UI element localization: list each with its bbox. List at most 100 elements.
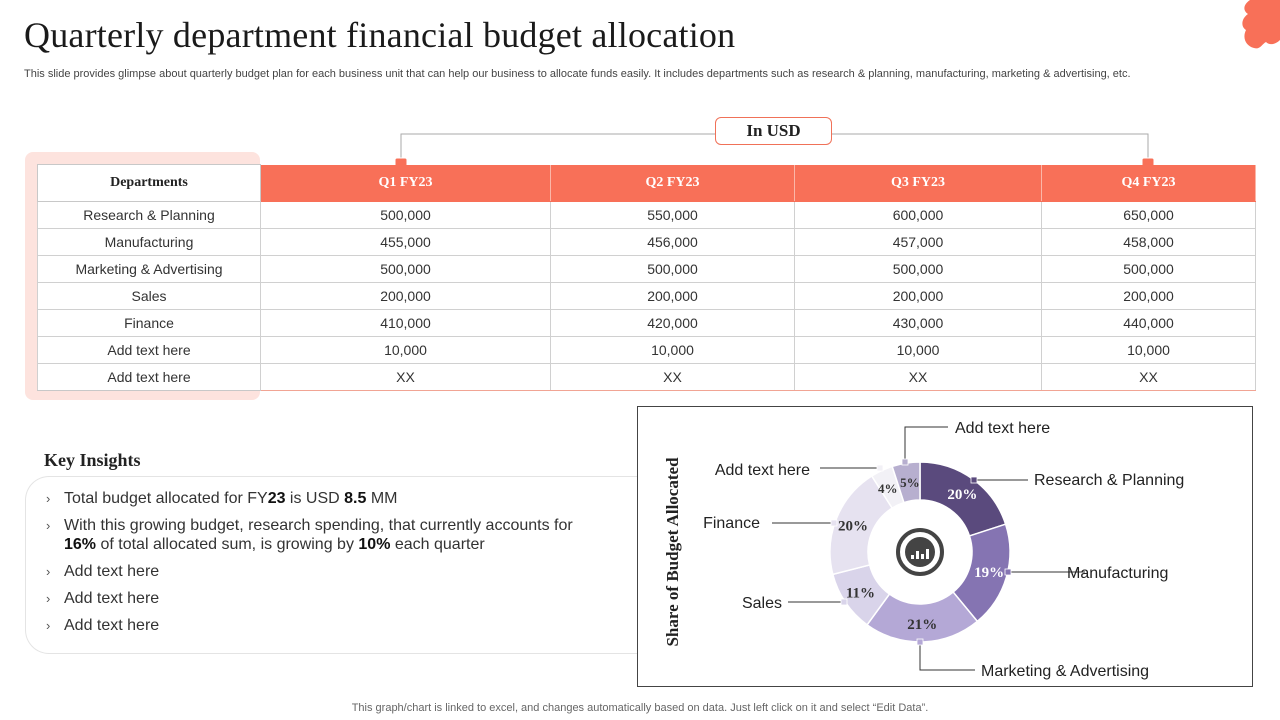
budget-cell: 455,000 <box>260 228 551 256</box>
insight-text: 10% <box>358 536 391 553</box>
footer-note: This graph/chart is linked to excel, and… <box>351 702 929 714</box>
budget-cell: 10,000 <box>260 336 551 364</box>
table-row: Research & Planning 500,000 550,000 600,000… <box>37 201 1256 229</box>
bar-chart-icon <box>905 537 935 567</box>
budget-table: Departments Q1 FY23 Q2 FY23 Q3 FY23 Q4 FY23 … <box>37 164 1256 391</box>
unit-label: In USD <box>715 117 832 145</box>
budget-cell: 650,000 <box>1041 201 1256 229</box>
table-header-row: Departments Q1 FY23 Q2 FY23 Q3 FY23 Q4 FY23 <box>37 164 1256 202</box>
department-cell: Add text here <box>37 363 261 391</box>
legend-label: Sales <box>742 595 782 612</box>
donut-chart: Share of Budget Allocated 20% 19% 21% 11% 20%… <box>663 420 1184 680</box>
department-cell: Manufacturing <box>37 228 261 256</box>
budget-cell: 500,000 <box>260 255 551 283</box>
budget-cell: 200,000 <box>794 282 1042 310</box>
budget-cell: 200,000 <box>260 282 551 310</box>
budget-cell: 440,000 <box>1041 309 1256 337</box>
budget-cell: 600,000 <box>794 201 1042 229</box>
callout-marker <box>830 519 838 527</box>
paint-splash-icon <box>1242 0 1280 49</box>
department-cell: Finance <box>37 309 261 337</box>
budget-cell: 10,000 <box>550 336 795 364</box>
table-row: Sales 200,000 200,000 200,000 200,000 <box>37 282 1256 310</box>
slice-value-label: 4% <box>878 481 898 496</box>
slice-value-label: 11% <box>846 585 875 601</box>
chevron-right-icon: › <box>46 591 51 606</box>
page-title: Quarterly department financial budget al… <box>24 15 736 55</box>
header-quarter: Q3 FY23 <box>794 164 1042 202</box>
legend-label: Finance <box>703 515 760 532</box>
budget-cell: XX <box>794 363 1042 391</box>
insight-item: › With this growing budget, research spen… <box>46 516 581 554</box>
insight-text: 16% <box>64 536 97 553</box>
budget-cell: 500,000 <box>794 255 1042 283</box>
budget-cell: 410,000 <box>260 309 551 337</box>
callout-marker <box>901 458 909 466</box>
legend-label: Marketing & Advertising <box>981 663 1149 680</box>
legend-label: Add text here <box>715 462 810 479</box>
budget-cell: XX <box>260 363 551 391</box>
chart-y-label: Share of Budget Allocated <box>663 457 682 647</box>
callout-marker <box>876 464 884 472</box>
insight-text: Add text here <box>64 563 160 580</box>
department-cell: Research & Planning <box>37 201 261 229</box>
legend-label: Manufacturing <box>1067 565 1168 582</box>
donut-slice <box>891 461 921 504</box>
bar-chart-icon <box>926 549 929 559</box>
budget-cell: 500,000 <box>1041 255 1256 283</box>
insight-text: of total allocated sum, is growing by <box>96 536 359 553</box>
key-insights-box: › Total budget allocated for FY23 is USD … <box>25 476 665 654</box>
bar-chart-icon <box>911 555 914 559</box>
budget-cell: 458,000 <box>1041 228 1256 256</box>
insight-text: is USD <box>285 490 345 507</box>
header-quarter: Q2 FY23 <box>550 164 795 202</box>
legend-label: Research & Planning <box>1034 472 1184 489</box>
budget-cell: 500,000 <box>260 201 551 229</box>
insight-item: › Add text here <box>46 616 581 635</box>
insight-item: › Add text here <box>46 562 581 581</box>
insight-text: With this growing budget, research spend… <box>64 517 573 534</box>
callout-marker <box>840 598 848 606</box>
budget-cell: 10,000 <box>1041 336 1256 364</box>
callout-marker <box>970 476 978 484</box>
budget-cell: 200,000 <box>550 282 795 310</box>
table-row: Add text here XX XX XX XX <box>37 363 1256 391</box>
header-quarter: Q4 FY23 <box>1041 164 1256 202</box>
insight-text: 8.5 <box>344 490 367 507</box>
legend-label: Add text here <box>955 420 1050 437</box>
slice-value-label: 5% <box>900 475 920 490</box>
budget-cell: 456,000 <box>550 228 795 256</box>
slice-value-label: 19% <box>974 565 1004 581</box>
department-cell: Add text here <box>37 336 261 364</box>
insight-text: Add text here <box>64 590 160 607</box>
budget-cell: 457,000 <box>794 228 1042 256</box>
chevron-right-icon: › <box>46 491 51 506</box>
budget-cell: 200,000 <box>1041 282 1256 310</box>
insight-text: each quarter <box>390 536 485 553</box>
budget-cell: XX <box>550 363 795 391</box>
callout-marker <box>1004 568 1012 576</box>
header-quarter: Q1 FY23 <box>260 164 551 202</box>
insight-text: 23 <box>267 490 286 507</box>
chevron-right-icon: › <box>46 518 51 533</box>
budget-cell: 420,000 <box>550 309 795 337</box>
department-cell: Marketing & Advertising <box>37 255 261 283</box>
chevron-right-icon: › <box>46 564 51 579</box>
table-row: Marketing & Advertising 500,000 500,000 500… <box>37 255 1256 283</box>
table-row: Finance 410,000 420,000 430,000 440,000 <box>37 309 1256 337</box>
slice-value-label: 20% <box>838 518 868 534</box>
budget-cell: 430,000 <box>794 309 1042 337</box>
budget-cell: 10,000 <box>794 336 1042 364</box>
table-row: Manufacturing 455,000 456,000 457,000 458,00… <box>37 228 1256 256</box>
bar-chart-icon <box>916 551 919 559</box>
insight-item: › Total budget allocated for FY23 is USD … <box>46 489 581 508</box>
insight-text: Add text here <box>64 617 160 634</box>
insight-text: MM <box>366 490 398 507</box>
table-row: Add text here 10,000 10,000 10,000 10,000 <box>37 336 1256 364</box>
bar-chart-icon <box>896 528 944 576</box>
key-insights-list: › Total budget allocated for FY23 is USD … <box>46 489 581 643</box>
callout-marker <box>916 638 924 646</box>
slice-value-label: 21% <box>907 617 937 633</box>
callout-line <box>919 642 975 671</box>
key-insights-title: Key Insights <box>44 450 141 470</box>
